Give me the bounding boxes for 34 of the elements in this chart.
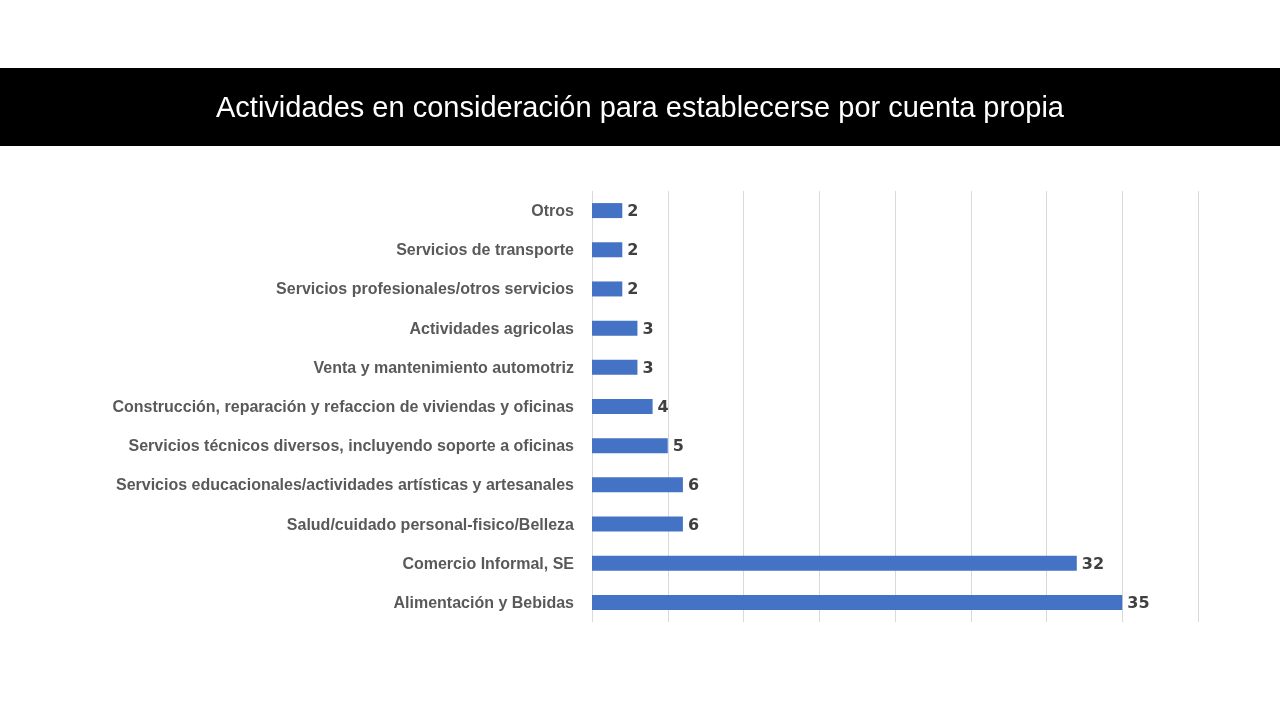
y-tick-label: Servicios de transporte xyxy=(396,241,575,259)
y-tick-label: Servicios profesionales/otros servicios xyxy=(276,280,575,298)
bar xyxy=(592,203,623,219)
data-label: 6 xyxy=(687,514,700,534)
y-tick-label: Servicios técnicos diversos, incluyendo soporte a oficinas xyxy=(128,437,575,455)
chart-title: Actividades en consideración para establecerse por cuenta propia xyxy=(0,68,1280,146)
bar xyxy=(592,477,683,493)
data-label: 3 xyxy=(642,357,654,377)
data-label: 2 xyxy=(627,279,639,299)
bar xyxy=(592,281,623,297)
data-label: 2 xyxy=(627,201,639,221)
bar xyxy=(592,399,653,414)
data-label: 2 xyxy=(627,240,639,260)
data-label: 3 xyxy=(642,318,654,338)
bar xyxy=(592,516,683,532)
y-tick-label: Salud/cuidado personal-fisico/Belleza xyxy=(286,515,575,533)
y-tick-label: Comercio Informal, SE xyxy=(402,554,575,572)
bar xyxy=(592,359,638,375)
y-tick-label: Servicios educacionales/actividades artísticas y artesanales xyxy=(115,476,575,494)
bar xyxy=(592,320,638,336)
bar xyxy=(592,555,1077,571)
y-tick-label: Construcción, reparación y refaccion de viviendas y oficinas xyxy=(112,398,575,415)
bar xyxy=(592,242,623,258)
data-label: 35 xyxy=(1127,592,1150,612)
data-label: 32 xyxy=(1081,553,1105,573)
bar xyxy=(592,438,668,454)
y-tick-label: Venta y mantenimiento automotriz xyxy=(313,358,574,376)
bar xyxy=(592,594,1123,610)
data-label: 4 xyxy=(657,397,669,416)
y-tick-label: Actividades agricolas xyxy=(409,319,575,337)
y-tick-label: Alimentación y Bebidas xyxy=(393,593,575,611)
y-tick-label: Otros xyxy=(531,202,575,220)
data-label: 6 xyxy=(687,475,700,495)
data-label: 5 xyxy=(672,436,684,456)
